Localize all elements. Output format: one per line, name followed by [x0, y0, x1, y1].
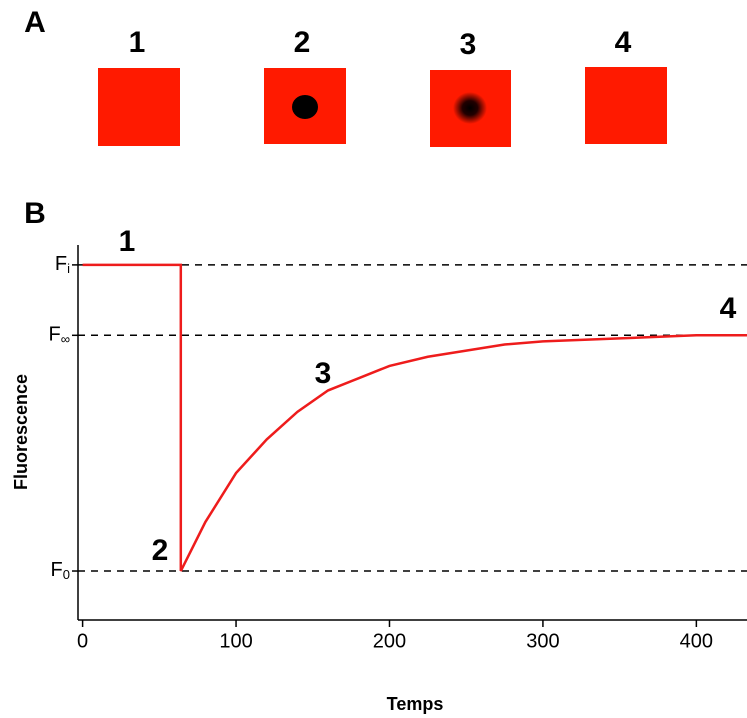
annotation: 1	[119, 225, 136, 258]
annotation: 4	[720, 292, 737, 325]
frame-label: 2	[294, 26, 311, 59]
annotation: 3	[315, 357, 332, 390]
x-tick-label: 200	[373, 630, 406, 652]
y-tick-label: Fi	[55, 253, 70, 276]
x-tick-label: 400	[680, 630, 713, 652]
frame	[585, 67, 667, 144]
y-tick-subscript: 0	[63, 567, 70, 582]
panel-label: A	[24, 6, 46, 39]
y-tick-letter: F	[49, 324, 61, 346]
y-tick-letter: F	[55, 253, 67, 275]
x-tick-label: 0	[77, 630, 88, 652]
y-tick-subscript: ∞	[61, 332, 70, 347]
y-tick-letter: F	[51, 559, 63, 581]
y-tick-label: F0	[51, 559, 70, 582]
x-tick-label: 100	[219, 630, 252, 652]
series-line	[82, 263, 747, 572]
frame-label: 3	[460, 28, 477, 61]
frame-label: 1	[129, 26, 146, 59]
y-axis-title: Fluorescence	[11, 374, 31, 490]
frame-label: 4	[615, 26, 632, 59]
panel-label: B	[24, 197, 46, 230]
frame	[98, 68, 180, 146]
y-tick-subscript: i	[67, 261, 70, 276]
recovering-spot	[453, 92, 487, 124]
x-tick-label: 300	[526, 630, 559, 652]
x-axis-title: Temps	[387, 694, 444, 714]
y-tick-label: F∞	[49, 324, 71, 347]
annotation: 2	[152, 534, 169, 567]
bleach-spot	[292, 95, 318, 119]
